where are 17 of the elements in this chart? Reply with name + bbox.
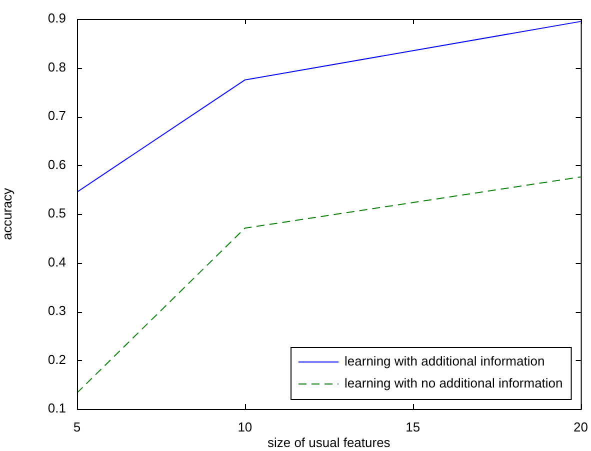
x-tick-label: 15 — [406, 419, 420, 434]
y-tick-label: 0.6 — [48, 156, 66, 172]
x-tick-label: 5 — [73, 419, 81, 434]
y-tick-label: 0.5 — [48, 206, 66, 221]
y-tick-label: 0.8 — [48, 59, 66, 74]
x-tick-label: 20 — [574, 419, 588, 434]
y-tick-label: 0.9 — [48, 10, 66, 26]
y-tick-label: 0.3 — [48, 303, 66, 318]
legend-label: learning with no additional information — [344, 376, 563, 391]
legend-label: learning with additional information — [344, 354, 545, 369]
y-tick-label: 0.7 — [48, 108, 66, 124]
y-axis-title: accuracy — [0, 187, 14, 240]
y-tick-label: 0.2 — [48, 352, 66, 367]
y-tick-label: 0.4 — [48, 254, 66, 270]
x-axis-title: size of usual features — [267, 434, 391, 450]
y-tick-label: 0.1 — [48, 400, 66, 416]
x-tick-label: 10 — [238, 419, 252, 434]
